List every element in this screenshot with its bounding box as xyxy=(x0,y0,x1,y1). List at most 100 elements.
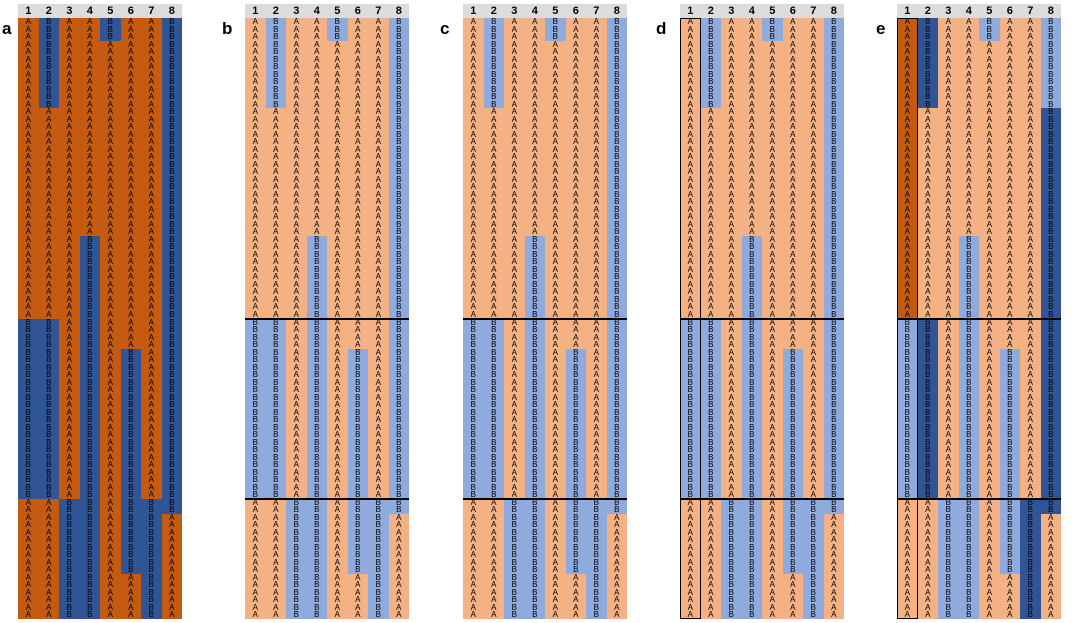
genotype-cell: A xyxy=(286,78,307,86)
genotype-cell: A xyxy=(38,536,59,545)
genotype-cell: B xyxy=(161,63,182,71)
genotype-cell: A xyxy=(38,566,59,575)
genotype-cell: A xyxy=(100,476,121,485)
genotype-cell: A xyxy=(120,280,141,289)
column-header: 6 xyxy=(566,4,587,18)
genotype-cell: B xyxy=(141,543,162,552)
genotype-cell: A xyxy=(79,93,100,102)
genotype-cell: A xyxy=(265,168,286,177)
genotype-cell: A xyxy=(79,18,100,26)
genotype-cell: A xyxy=(606,611,627,620)
genotype-cell: A xyxy=(120,311,141,319)
genotype-cell: B xyxy=(120,506,141,515)
genotype-cell: A xyxy=(141,311,162,319)
genotype-cell: B xyxy=(38,100,59,109)
genotype-cell: B xyxy=(59,566,80,575)
genotype-cell: B xyxy=(120,543,141,552)
genotype-cell: A xyxy=(18,153,39,162)
genotype-cell: B xyxy=(18,446,39,455)
genotype-cell: A xyxy=(18,190,39,199)
genotype-cell: B xyxy=(265,468,286,477)
genotype-cell: A xyxy=(59,318,80,327)
genotype-cell: B xyxy=(161,378,182,387)
column-header: 4 xyxy=(307,4,328,18)
genotype-cell: A xyxy=(245,100,266,109)
genotype-cell: A xyxy=(100,160,121,169)
genotype-cell: B xyxy=(79,513,100,522)
genotype-cell: B xyxy=(721,611,742,620)
genotype-cell: A xyxy=(141,153,162,162)
genotype-cell: B xyxy=(120,423,141,432)
genotype-cell: A xyxy=(141,378,162,387)
genotype-cell: B xyxy=(161,138,182,147)
column-header: 1 xyxy=(680,4,701,18)
genotype-cell: A xyxy=(79,198,100,207)
genotype-cell: B xyxy=(38,55,59,64)
column-header: 6 xyxy=(1000,4,1021,18)
genotype-cell: B xyxy=(79,453,100,462)
panel-label: b xyxy=(222,20,232,37)
genotype-cell: A xyxy=(18,213,39,222)
genotype-cell: B xyxy=(161,318,182,327)
genotype-cell: A xyxy=(100,235,121,244)
column-header: 4 xyxy=(959,4,980,18)
genotype-cell: A xyxy=(483,611,504,620)
genotype-cell: B xyxy=(265,453,286,462)
genotype-cell: A xyxy=(286,220,307,229)
genotype-cell: A xyxy=(100,183,121,192)
genotype-cell: B xyxy=(161,93,182,102)
genotype-cell: A xyxy=(161,604,182,612)
genotype-cell: B xyxy=(79,611,100,620)
genotype-cell: A xyxy=(100,303,121,312)
genotype-cell: A xyxy=(245,183,266,192)
genotype-cell: A xyxy=(18,115,39,124)
genotype-cell: B xyxy=(38,318,59,327)
genotype-cell: B xyxy=(120,416,141,425)
genotype-cell: A xyxy=(100,363,121,372)
genotype-cell: A xyxy=(265,228,286,237)
genotype-cell: A xyxy=(59,348,80,357)
genotype-cell: A xyxy=(286,48,307,56)
genotype-cell: A xyxy=(245,528,266,537)
genotype-cell: A xyxy=(38,115,59,124)
genotype-cell: A xyxy=(245,130,266,139)
genotype-cell: B xyxy=(265,18,286,26)
panel-label: d xyxy=(656,20,666,37)
genotype-cell: A xyxy=(38,183,59,192)
column-header: 8 xyxy=(824,4,845,18)
genotype-cell: A xyxy=(38,168,59,177)
genotype-cell: B xyxy=(161,296,182,304)
genotype-cell: A xyxy=(100,296,121,304)
column-header: 7 xyxy=(141,4,162,18)
genotype-cell: B xyxy=(120,363,141,372)
genotype-cell: B xyxy=(245,431,266,440)
genotype-cell: A xyxy=(100,153,121,162)
genotype-cell: A xyxy=(120,341,141,349)
genotype-cell: A xyxy=(18,93,39,102)
genotype-cell: A xyxy=(100,228,121,237)
genotype-cell: A xyxy=(245,243,266,252)
genotype-cell: A xyxy=(286,115,307,124)
genotype-cell: B xyxy=(59,588,80,597)
genotype-cell: A xyxy=(100,453,121,462)
genotype-cell: B xyxy=(161,190,182,199)
genotype-cell: B xyxy=(161,273,182,282)
genotype-cell: B xyxy=(38,70,59,79)
genotype-cell: A xyxy=(265,566,286,575)
genotype-cell: A xyxy=(141,100,162,109)
genotype-cell: A xyxy=(265,296,286,304)
genotype-cell: A xyxy=(120,611,141,620)
genotype-cell: B xyxy=(141,604,162,612)
genotype-cell: A xyxy=(286,40,307,49)
genotype-cell: A xyxy=(141,78,162,86)
genotype-cell: A xyxy=(100,468,121,477)
genotype-cell: A xyxy=(100,341,121,349)
column-header: 4 xyxy=(525,4,546,18)
genotype-cell: A xyxy=(59,100,80,109)
genotype-cell: A xyxy=(286,153,307,162)
genotype-cell: A xyxy=(100,558,121,567)
genotype-cell: A xyxy=(59,341,80,349)
genotype-cell: A xyxy=(79,108,100,117)
genotype-cell: A xyxy=(18,18,39,26)
